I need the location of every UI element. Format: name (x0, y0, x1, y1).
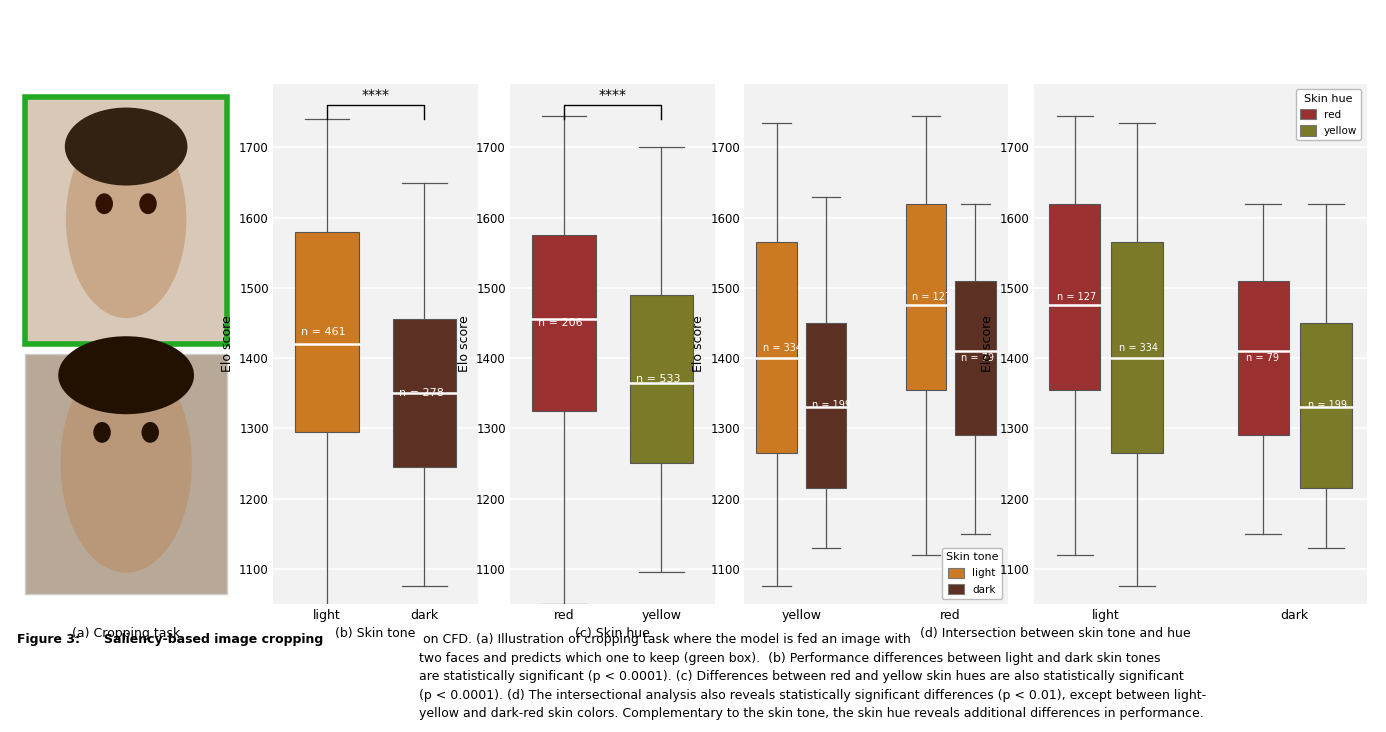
Bar (1238, 281, 1289, 436)
Ellipse shape (139, 193, 157, 214)
Text: ****: **** (599, 88, 626, 102)
Bar (295, 231, 359, 432)
Bar (1112, 242, 1163, 453)
Text: n = 199: n = 199 (1308, 400, 1347, 411)
Text: n = 206: n = 206 (538, 318, 582, 328)
Text: Saliency-based image cropping: Saliency-based image cropping (104, 633, 323, 646)
Bar (1049, 203, 1100, 389)
Text: (b) Skin tone: (b) Skin tone (335, 627, 416, 640)
Bar (25, 354, 227, 594)
Text: (a) Cropping task: (a) Cropping task (72, 627, 180, 640)
Text: n = 199: n = 199 (812, 400, 851, 411)
Text: n = 127: n = 127 (1058, 291, 1096, 302)
Ellipse shape (58, 336, 194, 414)
Y-axis label: Elo score: Elo score (457, 315, 471, 373)
Text: n = 533: n = 533 (636, 374, 681, 384)
Ellipse shape (93, 422, 111, 443)
Bar (805, 323, 847, 488)
Text: ****: **** (362, 88, 389, 102)
Bar (955, 281, 995, 436)
Text: n = 79: n = 79 (1246, 353, 1279, 363)
Bar (392, 319, 456, 467)
Text: on CFD. (a) Illustration of cropping task where the model is fed an image with
t: on CFD. (a) Illustration of cropping tas… (419, 633, 1206, 720)
Ellipse shape (67, 121, 186, 318)
Bar (532, 235, 596, 411)
Text: (c) Skin hue: (c) Skin hue (575, 627, 650, 640)
Text: n = 334: n = 334 (1120, 343, 1159, 353)
Bar (905, 203, 947, 389)
Text: Figure 3:: Figure 3: (17, 633, 85, 646)
Bar (757, 242, 797, 453)
Y-axis label: Elo score: Elo score (220, 315, 234, 373)
Text: n = 461: n = 461 (301, 326, 345, 337)
Y-axis label: Elo score: Elo score (692, 315, 705, 373)
Text: n = 79: n = 79 (962, 353, 994, 363)
Ellipse shape (65, 108, 187, 185)
Text: n = 334: n = 334 (762, 343, 801, 353)
Y-axis label: Elo score: Elo score (981, 315, 995, 373)
Text: n = 278: n = 278 (399, 388, 444, 398)
Text: n = 127: n = 127 (912, 291, 951, 302)
Ellipse shape (96, 193, 114, 214)
Legend: red, yellow: red, yellow (1296, 89, 1361, 140)
Legend: light, dark: light, dark (941, 548, 1002, 599)
Bar (629, 295, 693, 463)
Ellipse shape (141, 422, 159, 443)
Bar (25, 97, 227, 344)
Bar (1300, 323, 1351, 488)
Ellipse shape (61, 354, 191, 572)
Text: (d) Intersection between skin tone and hue: (d) Intersection between skin tone and h… (920, 627, 1191, 640)
